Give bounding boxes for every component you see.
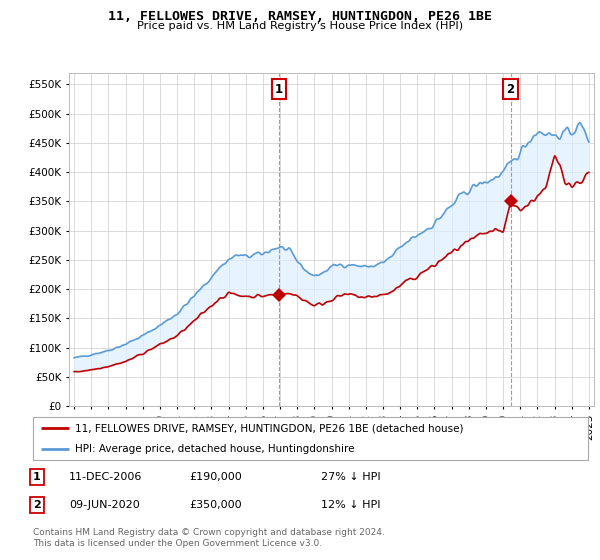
Text: 1: 1	[33, 472, 41, 482]
Text: £350,000: £350,000	[189, 500, 242, 510]
Text: 11-DEC-2006: 11-DEC-2006	[69, 472, 142, 482]
Text: Price paid vs. HM Land Registry's House Price Index (HPI): Price paid vs. HM Land Registry's House …	[137, 21, 463, 31]
Text: 11, FELLOWES DRIVE, RAMSEY, HUNTINGDON, PE26 1BE: 11, FELLOWES DRIVE, RAMSEY, HUNTINGDON, …	[108, 10, 492, 23]
Text: Contains HM Land Registry data © Crown copyright and database right 2024.
This d: Contains HM Land Registry data © Crown c…	[33, 528, 385, 548]
Text: 11, FELLOWES DRIVE, RAMSEY, HUNTINGDON, PE26 1BE (detached house): 11, FELLOWES DRIVE, RAMSEY, HUNTINGDON, …	[74, 423, 463, 433]
Text: 27% ↓ HPI: 27% ↓ HPI	[321, 472, 380, 482]
Text: HPI: Average price, detached house, Huntingdonshire: HPI: Average price, detached house, Hunt…	[74, 444, 354, 454]
Text: 1: 1	[275, 83, 283, 96]
Text: 2: 2	[506, 83, 515, 96]
Text: 12% ↓ HPI: 12% ↓ HPI	[321, 500, 380, 510]
Text: 2: 2	[33, 500, 41, 510]
Text: 09-JUN-2020: 09-JUN-2020	[69, 500, 140, 510]
Text: £190,000: £190,000	[189, 472, 242, 482]
